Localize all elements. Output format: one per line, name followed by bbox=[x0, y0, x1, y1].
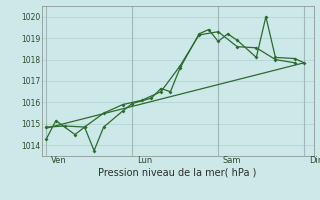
Text: Lun: Lun bbox=[137, 156, 152, 165]
Text: Dim: Dim bbox=[309, 156, 320, 165]
Text: Sam: Sam bbox=[223, 156, 241, 165]
X-axis label: Pression niveau de la mer( hPa ): Pression niveau de la mer( hPa ) bbox=[99, 167, 257, 177]
Text: Ven: Ven bbox=[51, 156, 67, 165]
